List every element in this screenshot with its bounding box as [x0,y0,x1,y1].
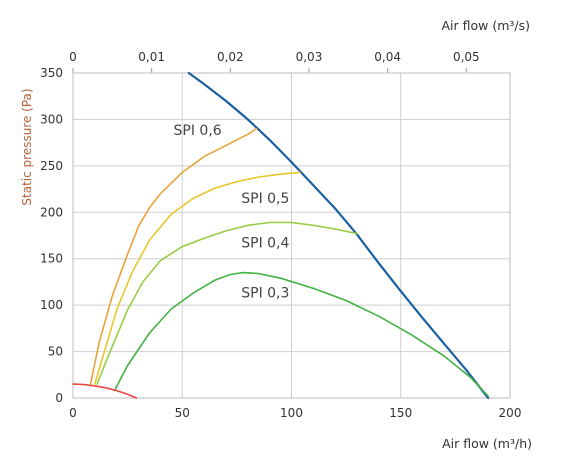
x-tick-label: 100 [280,406,303,420]
series-line [113,271,489,397]
series-line [94,171,301,385]
series-annotation: SPI 0,5 [241,191,289,207]
y-tick-label: 200 [40,205,63,219]
top-x-tick-label: 0,01 [138,50,165,64]
top-x-tick-label: 0,04 [374,50,401,64]
series-line [96,221,358,385]
annotation-layer: SPI 0,6 SPI 0,5 SPI 0,4 SPI 0,3 [174,123,290,302]
y-tick-label: 250 [40,159,63,173]
series-line [187,71,490,400]
top-axis-title: Air flow (m³/s) [441,18,530,33]
top-x-tick-label: 0,02 [217,50,244,64]
tick-layer: 0 50 100 150 200 250 300 350 0 50 100 150 200 0 0,01 0,… [40,50,521,420]
x-tick-label: 150 [389,406,412,420]
series-annotation: SPI 0,4 [241,236,289,252]
series-line [89,127,258,385]
y-tick-label: 100 [40,298,63,312]
y-tick-label: 300 [40,112,63,126]
series-annotation: SPI 0,6 [174,123,222,139]
plot-frame [72,72,511,399]
bottom-axis-title: Air flow (m³/h) [442,436,532,451]
top-x-tick-label: 0,05 [453,50,480,64]
y-tick-label: 50 [48,345,63,359]
x-tick-label: 50 [175,406,190,420]
top-x-tick-label: 0 [69,50,77,64]
x-tick-label: 0 [69,406,77,420]
y-axis-title: Static pressure (Pa) [20,88,34,205]
y-tick-label: 0 [55,391,63,405]
y-tick-label: 150 [40,252,63,266]
x-tick-label: 200 [499,406,522,420]
y-tick-label: 350 [40,66,63,80]
series-layer [72,71,490,400]
series-annotation: SPI 0,3 [241,286,289,302]
top-x-tick-label: 0,03 [296,50,323,64]
series-line [72,383,138,399]
